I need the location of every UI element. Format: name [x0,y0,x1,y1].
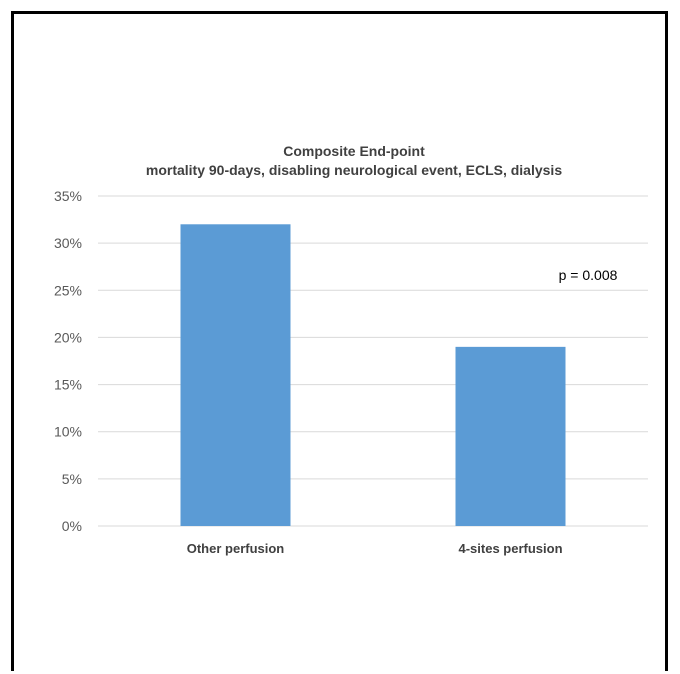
y-tick-label: 5% [62,471,82,487]
y-tick-label: 0% [62,518,82,534]
x-tick-label: Other perfusion [187,541,285,556]
y-axis-ticks: 0% 5% 10% 15% 20% 25% 30% 35% [54,188,82,534]
bar [455,346,566,526]
chart-title: Composite End-point [283,143,425,159]
y-tick-label: 25% [54,282,82,298]
bars [180,224,566,527]
y-tick-label: 10% [54,424,82,440]
y-tick-label: 30% [54,235,82,251]
y-tick-label: 20% [54,329,82,345]
p-value-annotation: p = 0.008 [559,267,618,283]
chart-subtitle: mortality 90-days, disabling neurologica… [146,162,562,178]
x-tick-label: 4-sites perfusion [458,541,562,556]
x-axis-labels: Other perfusion 4-sites perfusion [187,541,563,556]
bar [180,224,291,527]
y-tick-label: 15% [54,377,82,393]
y-tick-label: 35% [54,188,82,204]
chart-frame [11,11,668,671]
